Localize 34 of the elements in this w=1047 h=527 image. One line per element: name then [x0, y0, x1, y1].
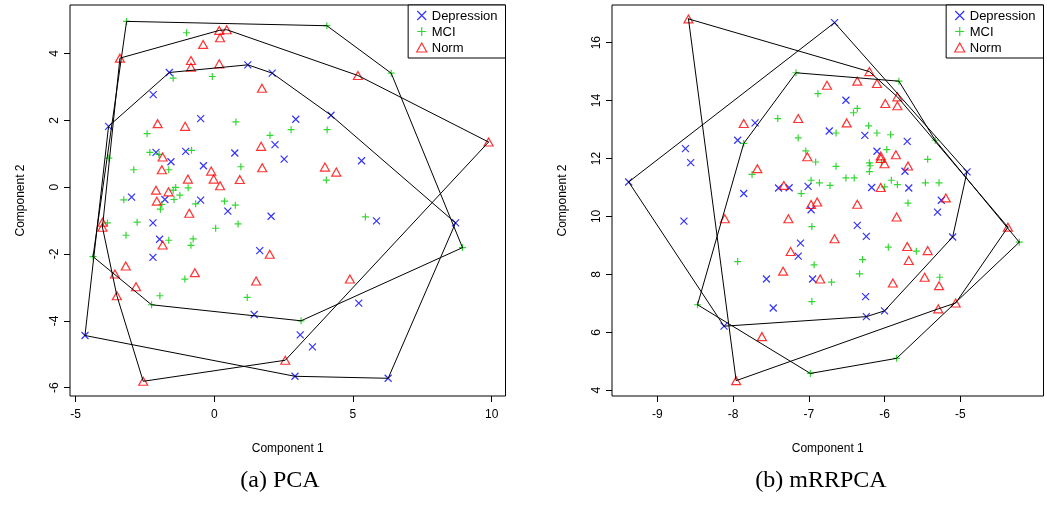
x-tick-label: -6: [878, 407, 890, 421]
y-tick-label: -4: [47, 315, 61, 327]
y-tick-label: -6: [47, 381, 61, 393]
legend-label: MCI: [431, 24, 456, 39]
y-tick-label: 6: [588, 328, 603, 336]
x-tick-label: -8: [727, 407, 739, 421]
x-tick-label: -5: [70, 407, 82, 421]
legend-label: Depression: [969, 8, 1036, 23]
x-tick-label: 0: [210, 407, 218, 421]
y-axis-title: Component 2: [554, 164, 569, 237]
x-axis-title: Component 1: [251, 441, 325, 455]
text: (b) mRRPCA: [754, 466, 887, 492]
y-tick-label: 16: [588, 35, 603, 50]
y-tick-label: 8: [588, 270, 603, 278]
text: (a) PCA: [240, 466, 321, 492]
y-tick-label: 12: [588, 151, 603, 166]
legend-label: Norm: [969, 40, 1002, 55]
x-tick-label: -7: [802, 407, 814, 421]
y-tick-label: -2: [47, 248, 61, 260]
y-tick-label: 0: [47, 183, 61, 191]
y-tick-label: 10: [588, 209, 603, 224]
y-axis-title: Component 2: [13, 164, 27, 237]
x-axis-title: Component 1: [791, 441, 864, 455]
x-tick-label: -9: [651, 407, 663, 421]
legend-label: Norm: [431, 40, 464, 55]
legend-label: Depression: [431, 8, 498, 23]
x-tick-label: 10: [484, 407, 499, 421]
legend-label: MCI: [969, 24, 994, 39]
x-tick-label: 5: [349, 407, 357, 421]
y-tick-label: 14: [588, 93, 603, 108]
y-tick-label: 4: [588, 386, 603, 394]
y-tick-label: 2: [47, 116, 61, 124]
y-tick-label: 4: [47, 49, 61, 57]
x-tick-label: -5: [954, 407, 966, 421]
